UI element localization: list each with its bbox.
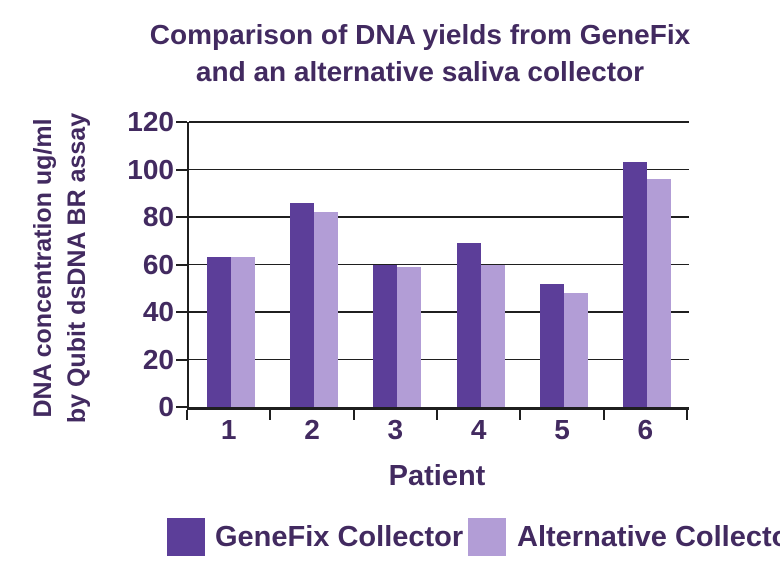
y-tick-60 — [176, 263, 187, 266]
legend-label-alternative: Alternative Collector — [517, 521, 780, 553]
bar-alternative-patient-6 — [647, 179, 672, 407]
legend-label-genefix: GeneFix Collector — [215, 521, 464, 553]
y-tick-20 — [176, 358, 187, 361]
bar-genefix-patient-2 — [290, 202, 314, 407]
chart-title: Comparison of DNA yields from GeneFix an… — [50, 16, 780, 90]
y-tick-0 — [176, 406, 187, 408]
gridline-80 — [189, 216, 689, 218]
y-tick-label-120: 120 — [127, 106, 174, 137]
x-tick-4 — [519, 410, 522, 420]
x-tick-3 — [436, 410, 438, 420]
x-tick-5 — [602, 410, 605, 420]
y-tick-120 — [176, 121, 187, 123]
y-tick-label-0: 0 — [158, 391, 174, 422]
y-axis-title: DNA concentration ug/ml by Qubit dsDNA B… — [26, 68, 94, 468]
x-tick-label-patient-6: 6 — [637, 414, 654, 445]
bar-alternative-patient-1 — [230, 257, 255, 407]
x-axis-title: Patient — [388, 460, 486, 492]
gridline-60 — [189, 263, 689, 266]
x-tick-0 — [186, 410, 188, 420]
y-tick-label-60: 60 — [142, 248, 174, 280]
bar-alternative-patient-5 — [564, 293, 588, 407]
y-tick-80 — [176, 216, 187, 218]
y-tick-label-80: 80 — [142, 201, 174, 232]
chart-title-line-2: and an alternative saliva collector — [195, 56, 645, 87]
gridline-120 — [189, 121, 689, 123]
gridline-20 — [189, 358, 689, 361]
bar-genefix-patient-1 — [206, 257, 231, 407]
gridline-40 — [189, 311, 689, 313]
x-tick-label-patient-3: 3 — [387, 414, 404, 445]
bar-genefix-patient-6 — [623, 162, 648, 407]
y-tick-100 — [176, 168, 187, 171]
y-axis-title-line-2: by Qubit dsDNA BR assay — [63, 112, 91, 424]
x-tick-1 — [269, 410, 272, 420]
bar-genefix-patient-4 — [456, 243, 481, 407]
bar-alternative-patient-4 — [480, 264, 505, 407]
y-tick-label-20: 20 — [142, 343, 174, 375]
y-tick-label-40: 40 — [142, 296, 174, 327]
chart-title-line-1: Comparison of DNA yields from GeneFix — [149, 19, 691, 50]
y-tick-label-100: 100 — [127, 153, 174, 185]
x-tick-label-patient-4: 4 — [470, 414, 487, 445]
bar-alternative-patient-2 — [314, 212, 338, 407]
bar-genefix-patient-3 — [373, 264, 398, 407]
x-tick-label-patient-1: 1 — [220, 414, 237, 445]
bar-genefix-patient-5 — [540, 283, 564, 407]
legend-swatch-genefix — [167, 518, 205, 556]
gridline-100 — [189, 168, 689, 171]
legend-swatch-alternative — [468, 518, 506, 556]
y-axis-title-line-1: DNA concentration ug/ml — [29, 118, 57, 418]
x-tick-label-patient-2: 2 — [304, 414, 320, 445]
bar-alternative-patient-3 — [397, 266, 422, 407]
x-tick-2 — [352, 410, 355, 420]
plot-area — [187, 121, 689, 410]
x-tick-6 — [686, 410, 688, 420]
x-tick-label-patient-5: 5 — [554, 414, 570, 445]
y-tick-40 — [176, 311, 187, 313]
